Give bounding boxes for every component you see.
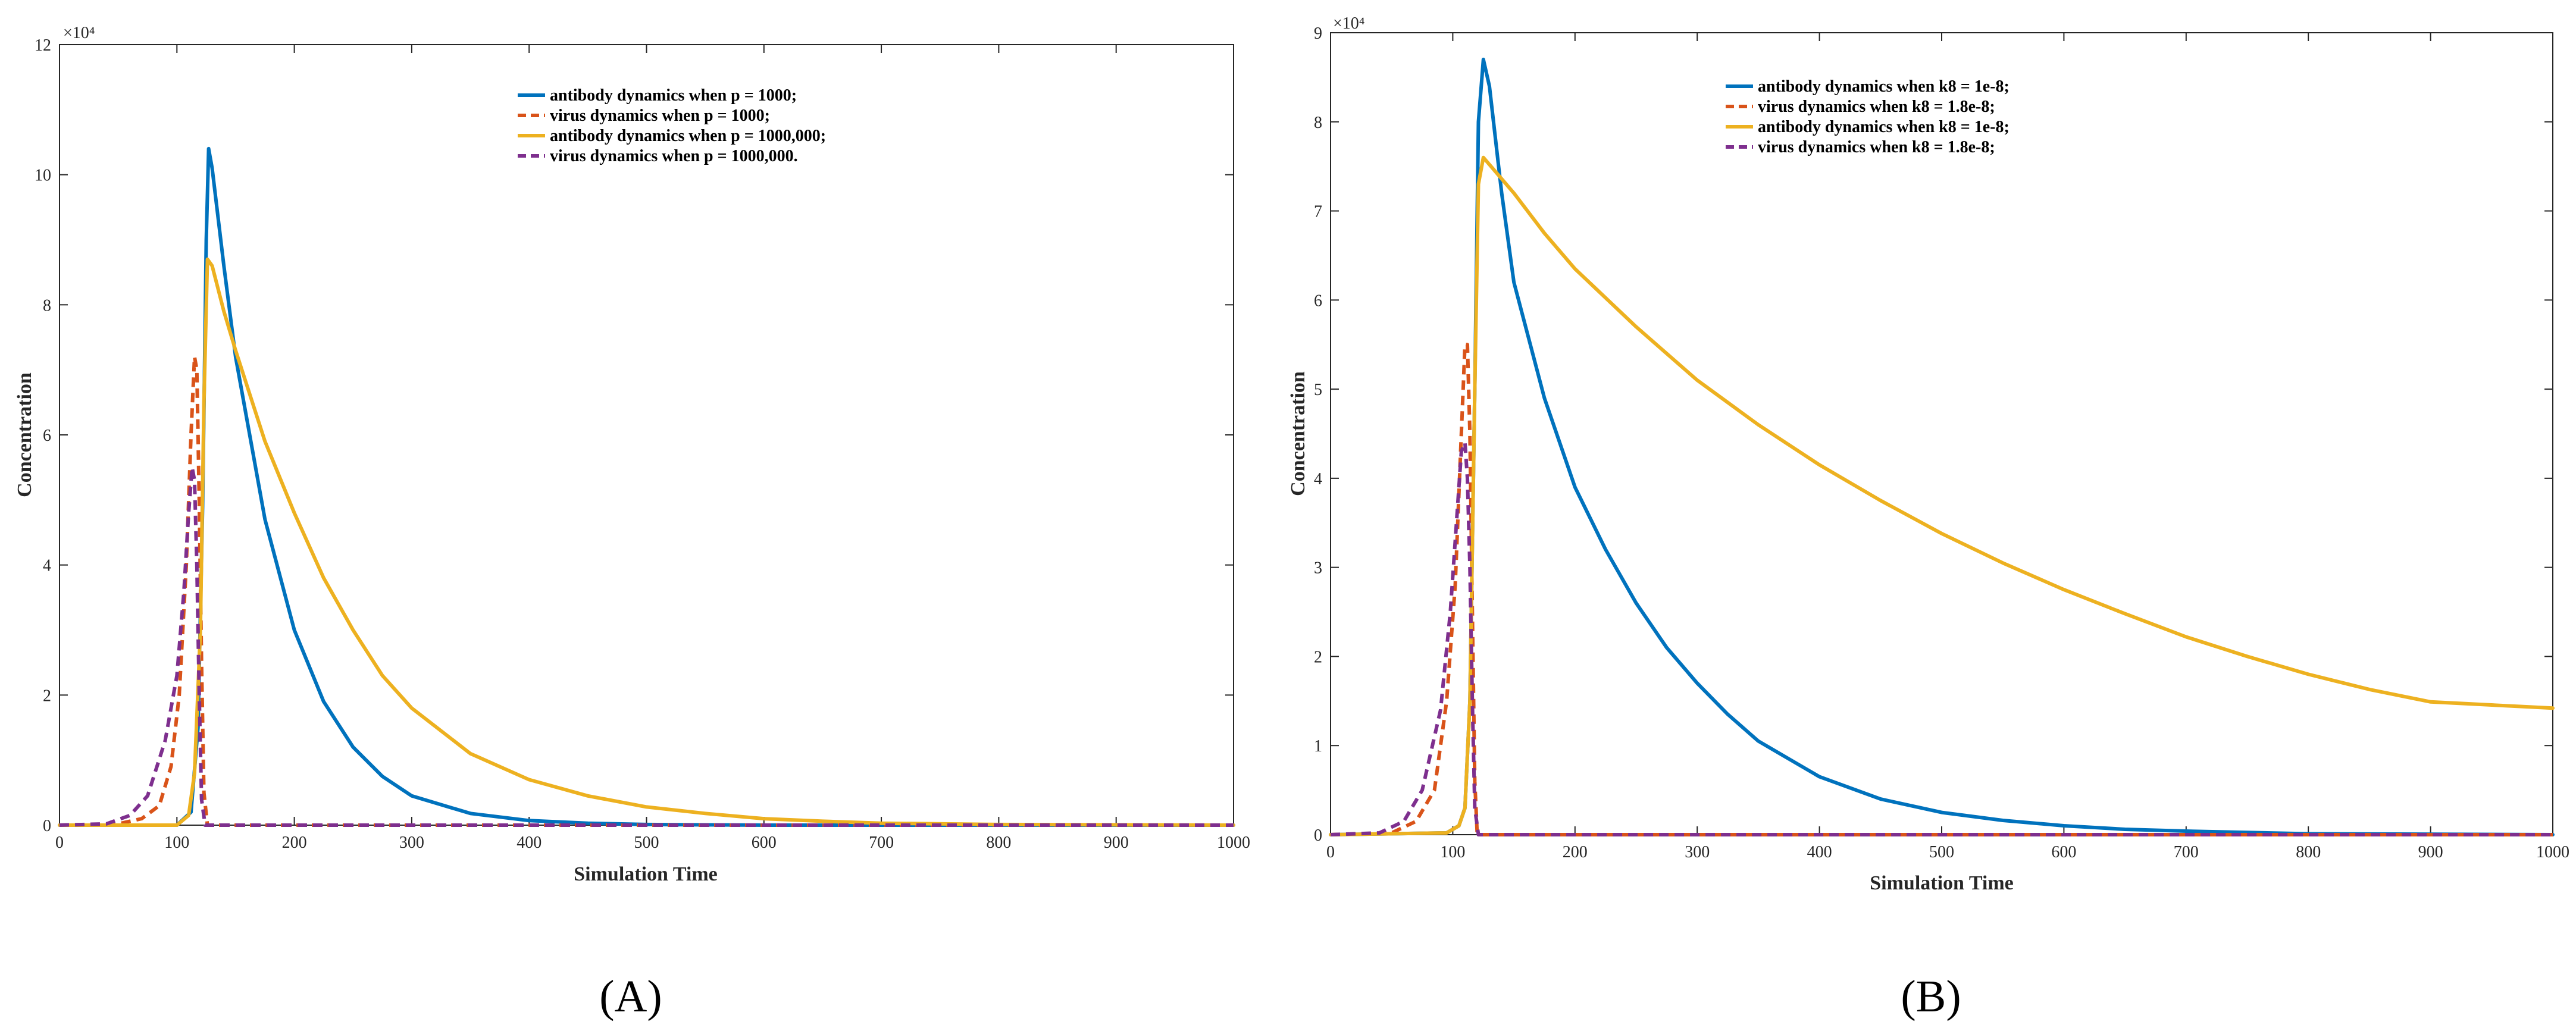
panel-b-x-tick-label: 800 (2296, 843, 2321, 861)
panel-b-x-tick-label: 400 (1807, 843, 1832, 861)
panel-a-x-tick-label: 300 (399, 833, 424, 852)
panel-b-y-tick-label: 1 (1314, 737, 1322, 756)
panel-a-y-tick-label: 2 (43, 687, 51, 705)
panel-b-x-tick-label: 300 (1685, 843, 1710, 861)
panel-a-x-tick-label: 800 (986, 833, 1011, 852)
panel-a-legend: antibody dynamics when p = 1000;virus dy… (518, 86, 826, 165)
panel-a-legend-label-3: antibody dynamics when p = 1000,000; (550, 127, 826, 145)
panel-b-x-axis-title: Simulation Time (1870, 872, 2014, 894)
panel-a-series-line-3 (58, 257, 1235, 827)
panel-a-chart: 0 100 200 300 400 500 600 700 800 900 1000 0 2 4 6 8 10 1… (14, 24, 1250, 1021)
panel-b-y-tick-label: 8 (1314, 114, 1322, 132)
panel-b-y-tick-label: 2 (1314, 648, 1322, 666)
panel-b-x-tick-label: 600 (2051, 843, 2076, 861)
panel-a-label: (A) (599, 972, 662, 1021)
panel-b-x-tick-label: 700 (2174, 843, 2199, 861)
panel-a-y-tick-label: 10 (35, 167, 51, 185)
panel-a-x-tick-label: 100 (164, 833, 189, 852)
panel-a-y-tick-label: 12 (35, 36, 51, 55)
panel-b-y-tick-label: 7 (1314, 203, 1322, 221)
panel-b-series (1329, 57, 2555, 836)
panel-a-ticks: 0 100 200 300 400 500 600 700 800 900 1000 0 2 4 6 8 10 1… (35, 36, 1250, 852)
panel-a-x-tick-label: 1000 (1217, 833, 1250, 852)
panel-a-series (58, 146, 1235, 827)
panel-b-y-tick-label: 9 (1314, 24, 1322, 43)
panel-b-x-tick-label: 500 (1929, 843, 1954, 861)
panel-a-y-tick-label: 4 (43, 557, 51, 575)
panel-a-legend-label-2: virus dynamics when p = 1000; (550, 106, 770, 125)
panel-a-y-exponent: ×10⁴ (63, 24, 95, 42)
panel-b-series-line-4 (1330, 441, 2553, 836)
panel-b-y-axis-title: Concentration (1287, 371, 1309, 496)
panel-b-x-tick-label: 1000 (2536, 843, 2569, 861)
panel-a-x-tick-label: 0 (55, 833, 64, 852)
panel-a-x-tick-label: 200 (282, 833, 307, 852)
panel-b-axes-frame (1330, 32, 2553, 835)
panel-a-y-tick-label: 8 (43, 296, 51, 315)
panel-a-x-axis-title: Simulation Time (574, 863, 718, 885)
panel-a-y-tick-label: 6 (43, 427, 51, 445)
panel-a-x-tick-label: 500 (634, 833, 659, 852)
panel-b-y-exponent: ×10⁴ (1333, 14, 1365, 33)
panel-a-series-line-2 (59, 355, 1234, 827)
panel-b-y-tick-label: 6 (1314, 292, 1322, 310)
panel-b-y-tick-label: 5 (1314, 381, 1322, 399)
panel-a-x-tick-label: 900 (1104, 833, 1129, 852)
panel-b-x-tick-label: 100 (1440, 843, 1465, 861)
panel-b-y-tick-label: 4 (1314, 470, 1322, 488)
panel-a-x-tick-label: 600 (752, 833, 777, 852)
panel-b-legend: antibody dynamics when k8 = 1e-8; virus d… (1726, 77, 2010, 156)
panel-b-x-tick-label: 200 (1563, 843, 1588, 861)
panel-a-legend-label-4: virus dynamics when p = 1000,000. (550, 147, 798, 165)
panel-b-chart: 0 100 200 300 400 500 600 700 800 900 1000 0 1 2 3 4 5 6 7… (1287, 14, 2569, 1021)
panel-a-legend-label-1: antibody dynamics when p = 1000; (550, 86, 797, 105)
panel-a-y-axis-title: Concentration (14, 372, 36, 497)
panel-a-x-tick-label: 400 (517, 833, 542, 852)
panel-b-label: (B) (1901, 972, 1961, 1021)
panel-b-legend-label-1: antibody dynamics when k8 = 1e-8; (1758, 77, 2010, 96)
panel-b-y-tick-label: 3 (1314, 559, 1322, 578)
panel-a-x-tick-label: 700 (869, 833, 894, 852)
panel-b-legend-label-2: virus dynamics when k8 = 1.8e-8; (1758, 98, 1995, 116)
panel-b-x-tick-label: 900 (2418, 843, 2443, 861)
panel-b-legend-label-3: antibody dynamics when k8 = 1e-8; (1758, 118, 2010, 136)
panel-b-y-tick-label: 0 (1314, 826, 1322, 845)
panel-b-x-tick-label: 0 (1326, 843, 1335, 861)
panel-a-series-line-4 (59, 465, 1234, 827)
panel-a-y-tick-label: 0 (43, 817, 51, 835)
panel-a-axes-frame (59, 44, 1234, 826)
panel-b-legend-label-4: virus dynamics when k8 = 1.8e-8; (1758, 138, 1995, 156)
